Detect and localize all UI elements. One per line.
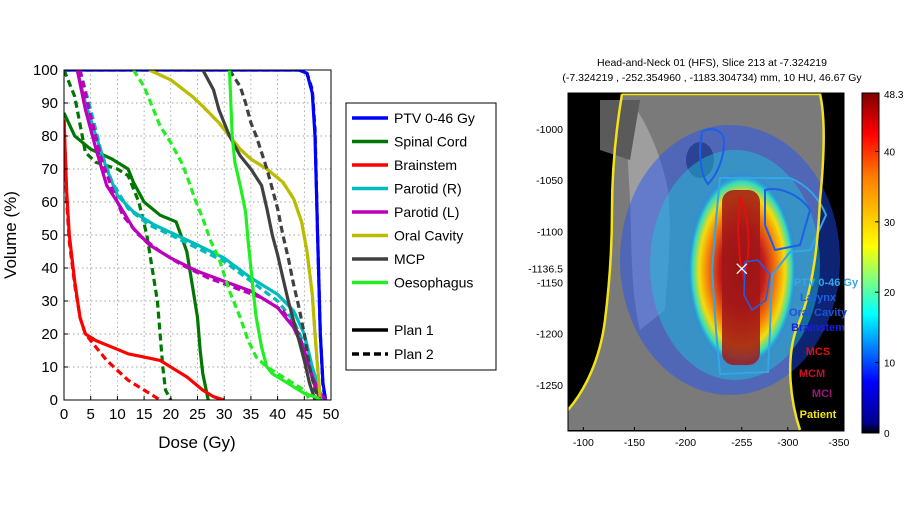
x-tick-label: 5 bbox=[87, 406, 95, 423]
legend-label: Oesophagus bbox=[394, 275, 473, 291]
y-tick-label: 50 bbox=[41, 227, 58, 244]
crosshair-stroke-b bbox=[736, 263, 748, 275]
x-tick-label: 10 bbox=[109, 406, 126, 423]
colorbar-tick-label: 40 bbox=[884, 147, 896, 158]
contour-structure bbox=[743, 259, 771, 312]
legend-label: Oral Cavity bbox=[394, 228, 463, 244]
ct-image bbox=[568, 93, 844, 431]
dvh-curve-oesophagus-plan1 bbox=[227, 70, 322, 400]
y-tick-label: 90 bbox=[41, 95, 58, 112]
ct-structure-label: PTV 0-46 Gy bbox=[794, 277, 859, 289]
legend-label: Parotid (L) bbox=[394, 204, 459, 220]
dvh-curve-ptv-0-46-gy-plan2 bbox=[64, 70, 328, 400]
y-tick-label: 70 bbox=[41, 161, 58, 178]
ct-x-tick-label: -350 bbox=[828, 437, 849, 449]
y-tick-label: 60 bbox=[41, 194, 58, 211]
dvh-curve-parotid-l-plan2 bbox=[78, 70, 322, 400]
y-tick-label: 80 bbox=[41, 128, 58, 145]
ct-x-tick-label: -255 bbox=[731, 437, 752, 449]
contour-patient-right bbox=[622, 93, 826, 431]
dvh-y-axis-label: Volume (%) bbox=[1, 191, 20, 279]
y-tick-label: 10 bbox=[41, 359, 58, 376]
ct-airway-region bbox=[600, 100, 640, 160]
ct-y-tick-label: -1050 bbox=[536, 175, 563, 187]
ct-ticks: -100 -150 -200 -255 -300 -350 -1000 -1050 -1100 -… bbox=[528, 124, 849, 449]
legend-label: Brainstem bbox=[394, 157, 457, 173]
ct-y-tick-label: -1200 bbox=[536, 329, 563, 341]
ct-title: Head-and-Neck 01 (HFS), Slice 213 at -7.… bbox=[597, 57, 827, 69]
y-tick-label: 0 bbox=[50, 392, 58, 409]
x-tick-label: 20 bbox=[162, 406, 179, 423]
y-tick-label: 30 bbox=[41, 293, 58, 310]
colorbar-tick-label: 10 bbox=[884, 359, 896, 370]
x-tick-label: 15 bbox=[136, 406, 153, 423]
contour-brainstem-red bbox=[736, 194, 750, 281]
ct-y-tick-label: -1136.5 bbox=[528, 264, 563, 276]
contour-ptv bbox=[710, 177, 828, 376]
legend-plan-label: Plan 1 bbox=[394, 322, 434, 338]
x-tick-label: 0 bbox=[60, 406, 68, 423]
colorbar-ticks: 0 10 20 30 40 48.3 bbox=[875, 90, 904, 440]
x-tick-label: 50 bbox=[323, 406, 340, 423]
ct-crosshair bbox=[736, 263, 748, 275]
y-tick-label: 40 bbox=[41, 260, 58, 277]
ct-y-tick-label: -1000 bbox=[536, 124, 563, 136]
x-tick-label: 40 bbox=[269, 406, 286, 423]
dose-colorbar: 0 10 20 30 40 48.3 bbox=[861, 90, 904, 440]
ct-structure-label: Oral Cavity bbox=[789, 307, 848, 319]
colorbar-max-label: 48.3 bbox=[884, 90, 904, 101]
ct-structure-label: Patient bbox=[800, 409, 837, 421]
contour-patient-left bbox=[568, 93, 624, 411]
legend-label: Parotid (R) bbox=[394, 181, 462, 197]
legend-label: MCP bbox=[394, 251, 425, 267]
y-tick-label: 20 bbox=[41, 326, 58, 343]
dvh-curve-mcp-plan2 bbox=[228, 70, 322, 400]
ct-x-tick-label: -150 bbox=[624, 437, 645, 449]
ct-y-tick-label: -1150 bbox=[537, 277, 563, 289]
ct-y-tick-label: -1100 bbox=[537, 226, 563, 238]
ct-structure-label: MCI bbox=[812, 388, 832, 400]
dvh-ticks: 0 5 10 15 20 25 30 35 40 45 50 0 10 20 30 40 50 60 70 80 90 1… bbox=[33, 62, 339, 423]
ct-structure-labels: PTV 0-46 Gy Larynx Oral Cavity Brainstem MCS… bbox=[789, 277, 859, 421]
dvh-x-axis-label: Dose (Gy) bbox=[158, 433, 235, 452]
dvh-legend: PTV 0-46 Gy Spinal Cord Brainstem Parotid (… bbox=[345, 102, 497, 371]
dvh-curve-oral-cavity-plan2 bbox=[148, 70, 322, 400]
x-tick-label: 30 bbox=[216, 406, 233, 423]
colorbar-gradient bbox=[861, 92, 880, 434]
dvh-curve-brainstem-plan2 bbox=[64, 119, 161, 400]
colorbar-tick-label: 20 bbox=[884, 288, 896, 299]
dose-hotspot bbox=[722, 190, 760, 365]
contour-oral-cavity bbox=[698, 128, 726, 186]
dvh-chart: 0 5 10 15 20 25 30 35 40 45 50 0 10 20 30 40 50 60 70 80 90 1… bbox=[1, 62, 497, 452]
x-tick-label: 25 bbox=[189, 406, 206, 423]
ct-dose-panel: Head-and-Neck 01 (HFS), Slice 213 at -7.… bbox=[528, 57, 904, 449]
ct-structure-label: Brainstem bbox=[791, 322, 845, 334]
dvh-curve-mcp-plan1 bbox=[201, 70, 317, 400]
ct-axes-frame bbox=[567, 92, 845, 432]
y-tick-label: 100 bbox=[33, 62, 58, 79]
dvh-series bbox=[64, 70, 328, 400]
x-tick-label: 35 bbox=[243, 406, 260, 423]
ct-subtitle: (-7.324219 , -252.354960 , -1183.304734)… bbox=[562, 72, 862, 84]
ct-x-tick-label: -300 bbox=[777, 437, 798, 449]
legend-plan-label: Plan 2 bbox=[394, 346, 434, 362]
legend-label: Spinal Cord bbox=[394, 134, 467, 150]
ct-x-tick-label: -100 bbox=[573, 437, 594, 449]
legend-label: PTV 0-46 Gy bbox=[394, 110, 475, 126]
contour-larynx bbox=[764, 188, 812, 252]
colorbar-tick-label: 30 bbox=[884, 218, 896, 229]
ct-y-tick-label: -1250 bbox=[536, 380, 563, 392]
x-tick-label: 45 bbox=[296, 406, 313, 423]
ct-structure-label: MCS bbox=[806, 346, 830, 358]
ct-structure-label: Larynx bbox=[800, 292, 837, 304]
colorbar-tick-label: 0 bbox=[884, 429, 890, 440]
ct-bone-structure bbox=[627, 100, 670, 330]
dvh-curve-oesophagus-plan2 bbox=[132, 70, 312, 400]
ct-structure-label: MCM bbox=[799, 368, 825, 380]
ct-x-tick-label: -200 bbox=[675, 437, 696, 449]
